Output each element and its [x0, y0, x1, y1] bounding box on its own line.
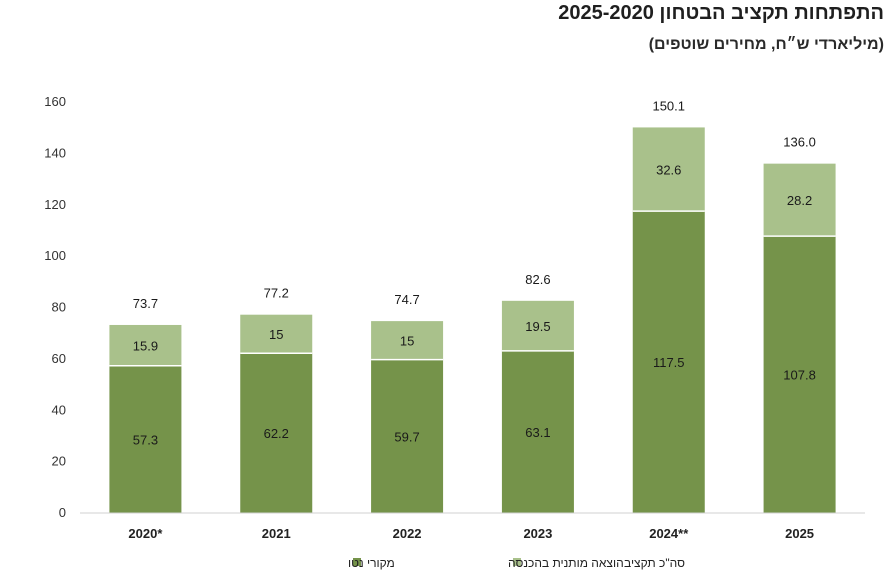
y-tick-label: 60 — [52, 351, 66, 366]
bar-value-label: 15 — [269, 327, 283, 342]
bar-segment — [371, 321, 444, 360]
bar-total-label: 150.1 — [652, 98, 685, 113]
chart-title: התפתחות תקציב הבטחון 2025-2020 — [558, 2, 884, 24]
y-tick-label: 160 — [44, 94, 66, 109]
bar-segment — [240, 353, 313, 513]
x-tick-label: 2023 — [523, 526, 552, 541]
bar-segment — [763, 163, 836, 237]
bar-total-label: 82.6 — [525, 272, 550, 287]
bar-segment — [501, 300, 574, 351]
bar-value-label: 32.6 — [656, 162, 681, 177]
chart-subtitle: (מיליארדי ש״ח, מחירים שוטפים) — [648, 36, 884, 53]
bar-segment — [109, 365, 182, 513]
bar-value-label: 28.2 — [787, 193, 812, 208]
bars-group: 57.3 15.9 73.7 62.2 15 77.2 59.7 15 74.7 63.1 19.5… — [109, 98, 836, 513]
x-tick-label: 2025 — [785, 526, 814, 541]
bar-total-label: 77.2 — [264, 286, 289, 301]
bar-value-label: 63.1 — [525, 425, 550, 440]
bar-value-label: 59.7 — [394, 429, 419, 444]
x-tick-label: 2021 — [262, 526, 291, 541]
bar-total-label: 74.7 — [394, 292, 419, 307]
y-tick-label: 120 — [44, 197, 66, 212]
bar-value-label: 15.9 — [133, 338, 158, 353]
bar-total-label: 73.7 — [133, 296, 158, 311]
bar-segment — [632, 127, 705, 212]
legend-swatch — [353, 558, 361, 566]
bar-segment — [501, 350, 574, 513]
bar-segment — [109, 324, 182, 366]
y-tick-label: 100 — [44, 248, 66, 263]
bar-segment — [371, 359, 444, 513]
bar-value-label: 57.3 — [133, 432, 158, 447]
legend-item-label: מקורי נטו — [348, 556, 395, 570]
y-axis: 0 20 40 60 80 100 120 140 160 — [44, 94, 66, 520]
bar-total-label: 136.0 — [783, 135, 816, 150]
bar-value-label: 62.2 — [264, 426, 289, 441]
y-tick-label: 80 — [52, 300, 66, 315]
x-axis: 2020* 2021 2022 2023 2024** 2025 — [80, 512, 865, 541]
y-tick-label: 20 — [52, 454, 66, 469]
legend-item-label: הוצאה מותנית בהכנסה — [508, 556, 624, 570]
bar-segment — [632, 211, 705, 513]
y-tick-label: 140 — [44, 145, 66, 160]
legend-item-label: סה"כ תקציב — [624, 556, 685, 570]
bar-segment — [240, 314, 313, 354]
y-tick-label: 40 — [52, 402, 66, 417]
bar-segment — [763, 236, 836, 513]
x-tick-label: 2020* — [128, 526, 163, 541]
y-tick-label: 0 — [59, 505, 66, 520]
bar-value-label: 19.5 — [525, 319, 550, 334]
x-tick-label: 2024** — [649, 526, 689, 541]
bar-value-label: 15 — [400, 333, 414, 348]
bar-value-label: 107.8 — [783, 368, 816, 383]
x-tick-label: 2022 — [393, 526, 422, 541]
legend-swatch — [513, 558, 521, 566]
bar-value-label: 117.5 — [653, 355, 685, 370]
